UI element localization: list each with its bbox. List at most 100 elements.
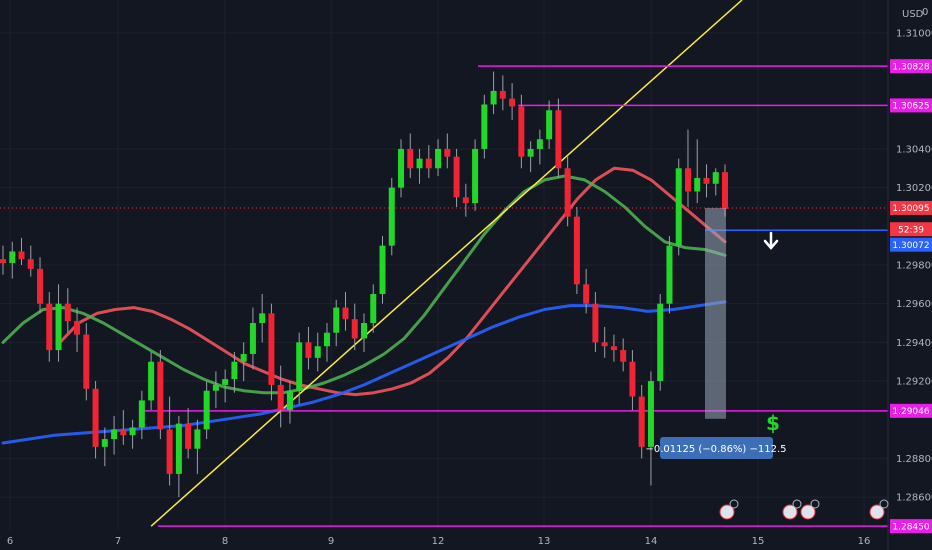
candle-body (203, 390, 210, 430)
candle-body (212, 384, 219, 391)
trendline[interactable] (150, 0, 743, 527)
x-tick-label: 16 (858, 536, 871, 547)
moving-average-line (1, 174, 727, 395)
candle-body (425, 158, 432, 169)
candle-body (92, 388, 99, 447)
event-flag-icon (719, 504, 735, 520)
candle-body (333, 307, 340, 333)
candle-body (27, 259, 34, 269)
candle-body (657, 303, 664, 382)
event-count-badge (792, 499, 802, 509)
measure-label-box (660, 437, 773, 459)
candle-body (74, 321, 81, 335)
y-tick-label: 1.30400 (896, 144, 932, 155)
candle-body (268, 313, 275, 385)
candle-body (684, 168, 691, 192)
price-tag[interactable] (890, 237, 932, 252)
time-axis[interactable]: 6 7 8 9 12 13 14 15 16 (7, 536, 871, 547)
measure-tool[interactable]: −0.01125 (−0.86%) −112.5 $ (645, 207, 787, 459)
candle-body (435, 148, 442, 169)
price-tag-label: 1.30625 (892, 102, 929, 112)
event-count-badge (879, 499, 889, 509)
candle-body (305, 342, 312, 358)
y-tick-label: 1.28800 (896, 454, 932, 465)
candle-body (703, 177, 710, 184)
candle-body (712, 172, 719, 184)
candle-body (323, 332, 330, 347)
candle-body (555, 110, 562, 169)
grid (0, 0, 888, 530)
candle-body (620, 350, 627, 362)
currency-label: USD (902, 9, 924, 20)
trendline-layer[interactable] (150, 0, 743, 527)
candle-body (722, 172, 728, 209)
y-tick-label: 1.31000 (896, 28, 932, 39)
candle-body (610, 346, 617, 351)
candle-body (407, 148, 414, 169)
candle-body (675, 168, 682, 246)
moving-average-line (58, 166, 727, 397)
candle-body (37, 268, 44, 304)
candle-body (666, 245, 673, 304)
price-tag[interactable] (890, 200, 932, 215)
candle-body (222, 379, 229, 385)
event-count-badge (810, 499, 820, 509)
price-tag-label: 1.30072 (892, 241, 929, 251)
candle-body (370, 294, 377, 324)
candle-body (166, 429, 173, 474)
candle-body (314, 346, 321, 358)
y-tick-label: 1.29200 (896, 377, 932, 388)
candle-body (64, 303, 71, 322)
price-axis[interactable]: USD 0 1.31000 1.30400 1.30200 1.29800 1.2960… (887, 0, 932, 550)
event-flag-icon (800, 504, 816, 520)
candle-body (490, 90, 497, 105)
price-tag[interactable] (890, 98, 932, 113)
price-tag[interactable] (890, 403, 932, 418)
price-tag-label: 1.30095 (892, 204, 929, 214)
x-tick-label: 7 (115, 536, 121, 547)
event-count-badge (729, 499, 739, 509)
candle-body (583, 284, 590, 304)
price-tag[interactable] (890, 222, 932, 237)
event-icons (719, 499, 889, 520)
candle-body (111, 429, 118, 440)
candle-body (388, 187, 395, 246)
candle-body (296, 342, 303, 391)
price-tag-label: 1.28450 (892, 522, 929, 532)
candle-body (259, 313, 266, 324)
price-tag-label: 1.30828 (892, 62, 929, 72)
candle-body (286, 390, 293, 411)
price-axis-background (888, 0, 932, 550)
price-tag[interactable] (890, 59, 932, 74)
candles (0, 71, 728, 498)
measure-range-box[interactable] (705, 207, 726, 419)
candle-body (647, 381, 654, 447)
candle-body (481, 104, 488, 149)
candle-body (240, 353, 247, 362)
candle-body (194, 429, 201, 449)
candle-body (18, 251, 25, 260)
event-flag-icon (869, 504, 885, 520)
candle-body (101, 439, 108, 447)
axis-zero-label: 0 (922, 7, 928, 18)
event-flag-icon (782, 504, 798, 520)
candle-body (361, 323, 367, 339)
candle-body (342, 307, 349, 320)
candle-body (148, 361, 155, 401)
candle-body (138, 400, 145, 428)
x-tick-label: 14 (645, 536, 658, 547)
candle-body (185, 423, 192, 449)
horizontal-levels[interactable] (0, 65, 888, 527)
candle-body (472, 148, 479, 204)
candle-body (416, 158, 423, 169)
y-tick-label: 1.28600 (896, 493, 932, 504)
y-tick-label: 1.30200 (896, 183, 932, 194)
y-tick-label: 1.29800 (896, 261, 932, 272)
x-tick-label: 6 (7, 536, 13, 547)
x-tick-label: 9 (328, 536, 334, 547)
price-tag[interactable] (890, 519, 932, 534)
candle-body (518, 106, 525, 157)
candle-body (351, 319, 358, 339)
candle-body (129, 427, 136, 436)
